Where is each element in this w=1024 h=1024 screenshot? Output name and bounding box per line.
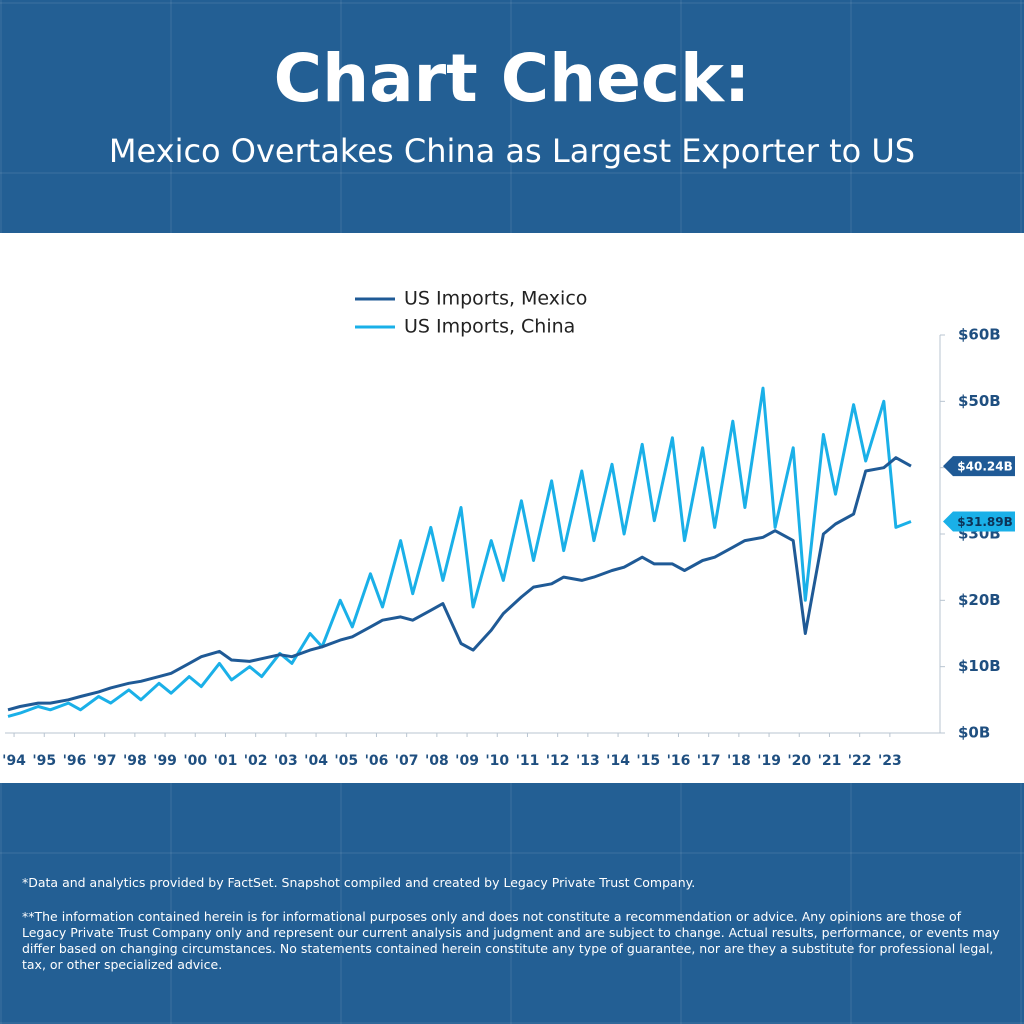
x-tick-label: '20 <box>787 753 811 769</box>
y-tick-label: $50B <box>958 392 1001 410</box>
x-tick-label: '96 <box>63 753 87 769</box>
x-tick-label: '01 <box>214 753 238 769</box>
x-tick-label: '11 <box>516 753 540 769</box>
x-tick-label: '12 <box>546 753 570 769</box>
end-label-tag <box>943 511 1015 532</box>
y-tick-label: $10B <box>958 657 1001 675</box>
end-label-tag <box>943 456 1015 477</box>
x-tick-label: '07 <box>395 753 419 769</box>
title: Chart Check: <box>273 40 751 117</box>
x-tick-label: '09 <box>455 753 479 769</box>
y-tick-label: $20B <box>958 591 1001 609</box>
x-tick-label: '06 <box>365 753 389 769</box>
x-tick-label: '19 <box>757 753 781 769</box>
x-tick-label: '16 <box>667 753 691 769</box>
series-line <box>7 456 912 712</box>
legend-label: US Imports, China <box>404 316 575 338</box>
end-label: $31.89B <box>957 515 1012 529</box>
x-tick-label: '18 <box>727 753 751 769</box>
x-tick-label: '13 <box>576 753 600 769</box>
x-tick-label: '17 <box>697 753 721 769</box>
x-tick-label: '21 <box>818 753 842 769</box>
x-tick-label: '15 <box>636 753 660 769</box>
x-tick-label: '14 <box>606 753 630 769</box>
x-tick-label: '08 <box>425 753 449 769</box>
series-line <box>7 386 912 718</box>
x-tick-label: '98 <box>123 753 147 769</box>
y-tick-label: $60B <box>958 326 1001 344</box>
x-tick-label: '02 <box>244 753 268 769</box>
end-label: $40.24B <box>957 460 1012 474</box>
y-tick-label: $0B <box>958 724 990 742</box>
x-tick-label: '23 <box>878 753 902 769</box>
x-tick-label: '94 <box>2 753 26 769</box>
x-tick-label: '03 <box>274 753 298 769</box>
legend-label: US Imports, Mexico <box>404 288 587 310</box>
x-tick-label: '04 <box>304 753 328 769</box>
x-tick-label: '97 <box>93 753 117 769</box>
subtitle: Mexico Overtakes China as Largest Export… <box>108 132 916 170</box>
footnote: *Data and analytics provided by FactSet.… <box>22 875 696 890</box>
x-tick-label: '95 <box>32 753 56 769</box>
x-tick-label: '22 <box>848 753 872 769</box>
x-tick-label: '00 <box>183 753 207 769</box>
x-tick-label: '10 <box>485 753 509 769</box>
disclaimer: **The information contained herein is fo… <box>22 909 1000 972</box>
x-tick-label: '05 <box>334 753 358 769</box>
x-tick-label: '99 <box>153 753 177 769</box>
